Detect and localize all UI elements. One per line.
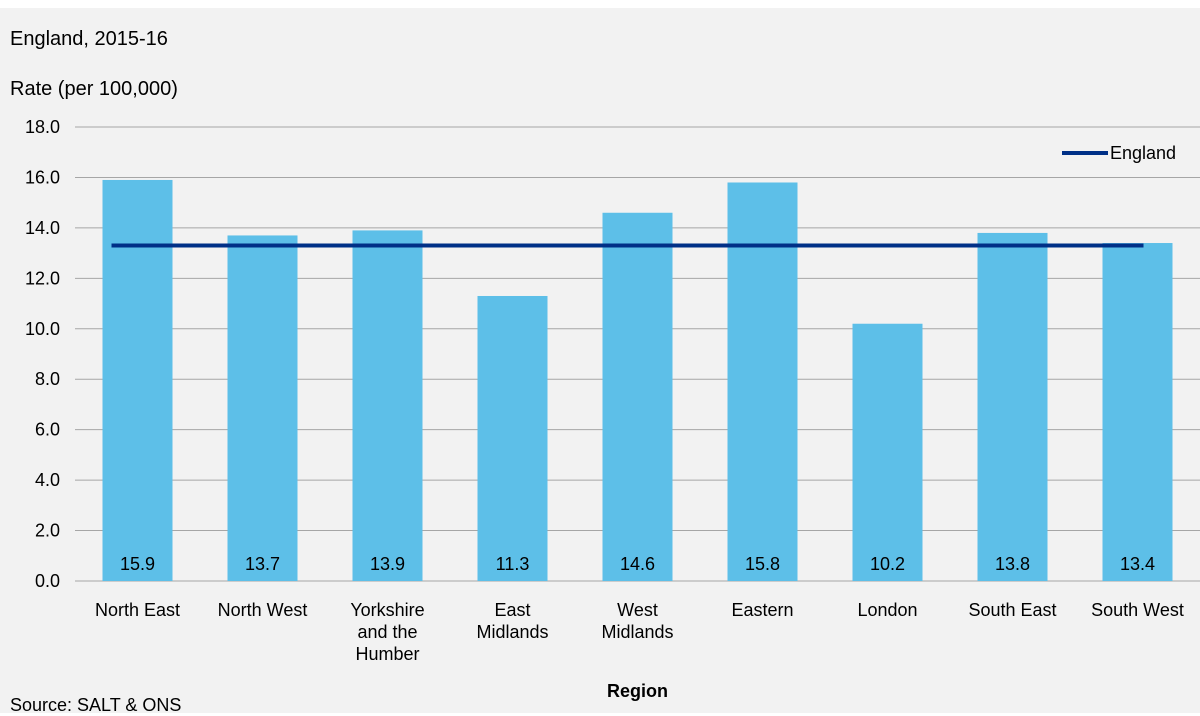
bar bbox=[852, 323, 923, 581]
data-label: 15.9 bbox=[120, 554, 155, 574]
bar bbox=[977, 232, 1048, 581]
y-tick-label: 2.0 bbox=[35, 521, 60, 541]
y-tick-label: 4.0 bbox=[35, 470, 60, 490]
bar bbox=[227, 235, 298, 581]
bar bbox=[102, 179, 173, 581]
category-label: North East bbox=[95, 600, 180, 620]
y-tick-label: 12.0 bbox=[25, 268, 60, 288]
category-label: Eastern bbox=[731, 600, 793, 620]
category-label: South West bbox=[1091, 600, 1184, 620]
x-axis-label: Region bbox=[607, 681, 668, 701]
y-tick-label: 10.0 bbox=[25, 319, 60, 339]
category-label: South East bbox=[968, 600, 1056, 620]
category-label: West Midlands bbox=[601, 600, 673, 642]
bar bbox=[352, 230, 423, 581]
y-axis-ticks: 0.0 2.0 4.0 6.0 8.0 10.0 12.0 14.0 16.0 18.0 bbox=[25, 117, 60, 591]
y-tick-label: 0.0 bbox=[35, 571, 60, 591]
category-label: Yorkshire and the Humber bbox=[350, 600, 424, 664]
legend-label: England bbox=[1110, 143, 1176, 163]
data-label: 13.8 bbox=[995, 554, 1030, 574]
y-tick-label: 18.0 bbox=[25, 117, 60, 137]
data-label: 10.2 bbox=[870, 554, 905, 574]
bars bbox=[102, 179, 1173, 581]
data-label: 13.9 bbox=[370, 554, 405, 574]
y-tick-label: 16.0 bbox=[25, 167, 60, 187]
y-tick-label: 8.0 bbox=[35, 369, 60, 389]
data-label: 11.3 bbox=[496, 554, 530, 574]
legend: England bbox=[1062, 143, 1176, 163]
y-axis-label: Rate (per 100,000) bbox=[10, 78, 178, 100]
y-tick-label: 14.0 bbox=[25, 218, 60, 238]
data-labels: 15.9 13.7 13.9 11.3 14.6 15.8 10.2 13.8 13.4 bbox=[120, 554, 1155, 574]
bar bbox=[1102, 243, 1173, 581]
category-label: North West bbox=[218, 600, 308, 620]
source-note: Source: SALT & ONS bbox=[10, 695, 182, 715]
bar bbox=[602, 212, 673, 581]
category-labels: North East North West Yorkshire and the Humb… bbox=[95, 600, 1184, 664]
bar bbox=[477, 295, 548, 581]
data-label: 13.4 bbox=[1120, 554, 1155, 574]
bar bbox=[727, 182, 798, 581]
data-label: 14.6 bbox=[620, 554, 655, 574]
data-label: 13.7 bbox=[245, 554, 280, 574]
category-label: East Midlands bbox=[476, 600, 548, 642]
y-tick-label: 6.0 bbox=[35, 420, 60, 440]
chart-subtitle: England, 2015-16 bbox=[10, 28, 168, 50]
data-label: 15.8 bbox=[745, 554, 780, 574]
category-label: London bbox=[857, 600, 917, 620]
